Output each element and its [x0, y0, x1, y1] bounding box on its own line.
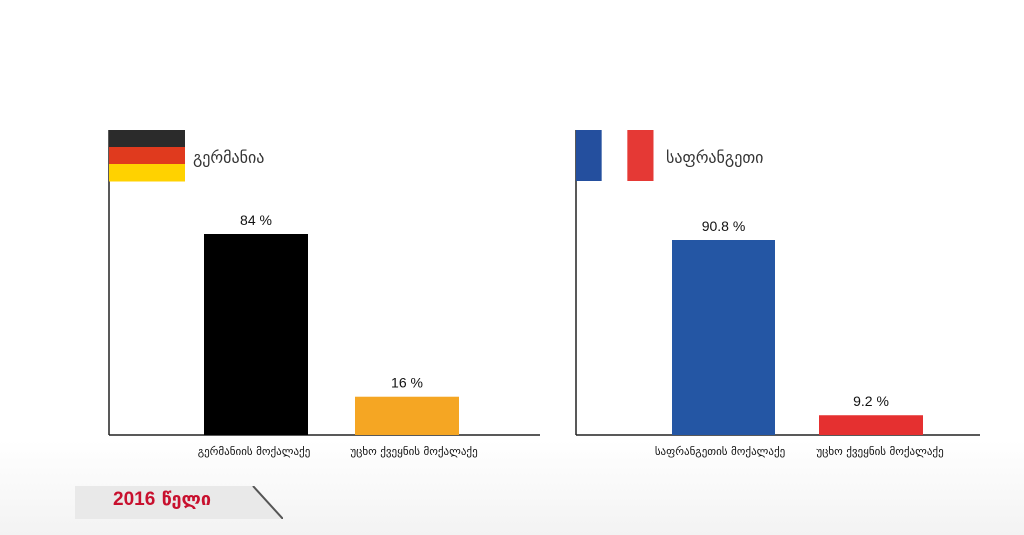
- flag-icon: [109, 130, 185, 182]
- flag-stripe: [109, 147, 185, 165]
- bar: [672, 240, 775, 435]
- category-label: უცხო ქვეყნის მოქალაქე: [816, 445, 943, 458]
- year-tab: 2016 წელი: [75, 486, 283, 519]
- bar-value-label: 90.8 %: [702, 218, 746, 234]
- bar-value-label: 16 %: [391, 375, 423, 391]
- category-label: უცხო ქვეყნის მოქალაქე: [350, 445, 477, 458]
- flag-stripe: [109, 130, 185, 148]
- bar: [819, 415, 923, 435]
- category-label: საფრანგეთის მოქალაქე: [655, 445, 785, 458]
- bar: [204, 234, 308, 435]
- year-number: 2016: [113, 489, 156, 510]
- category-label: გერმანიის მოქალაქე: [198, 445, 311, 458]
- year-word: წელი: [161, 489, 211, 510]
- year-label: 2016 წელი: [113, 489, 211, 511]
- chart-2: საფრანგეთი 90.8 % საფრანგეთის მოქალაქე 9.2 …: [575, 130, 980, 458]
- chart-title: გერმანია: [193, 148, 264, 167]
- chart-1: გერმანია 84 % გერმანიის მოქალაქე 16 % უცხო ქ…: [108, 130, 540, 458]
- year-tab-shape: [75, 486, 283, 519]
- flag-stripe: [627, 130, 654, 181]
- flag-stripe: [601, 130, 628, 181]
- flag-stripe: [576, 130, 603, 181]
- bar: [355, 396, 459, 435]
- bar-value-label: 84 %: [240, 212, 272, 228]
- flag-stripe: [109, 164, 185, 182]
- bar-value-label: 9.2 %: [853, 393, 889, 409]
- flag-icon: [576, 130, 654, 181]
- chart-title: საფრანგეთი: [666, 148, 763, 167]
